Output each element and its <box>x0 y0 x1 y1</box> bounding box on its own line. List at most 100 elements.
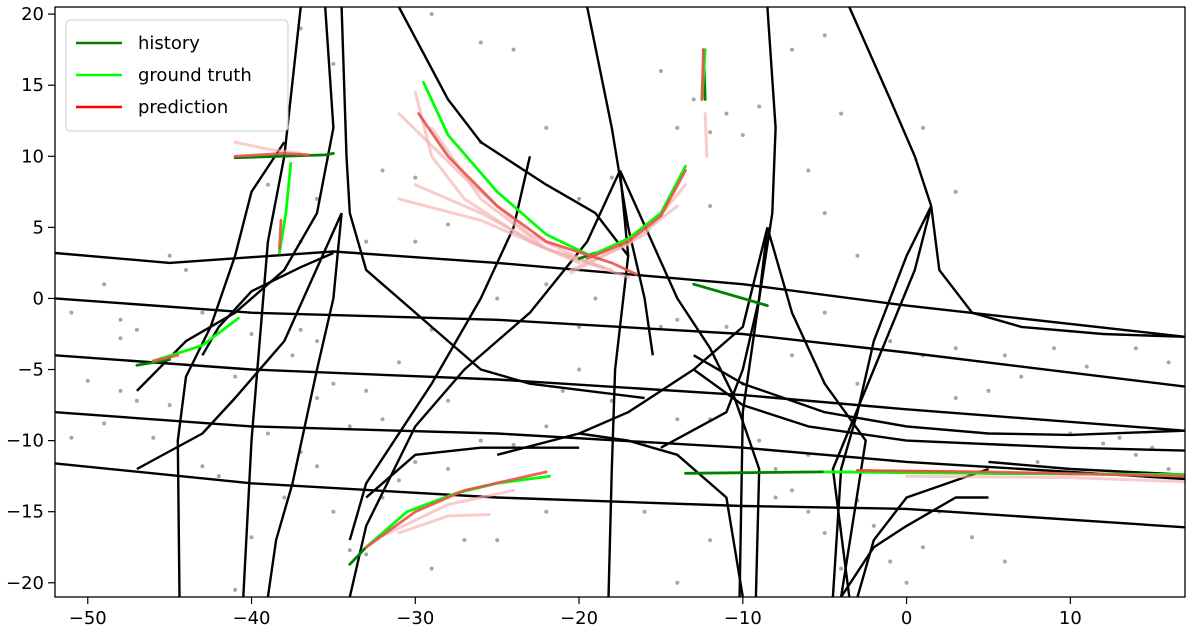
map-point <box>970 535 975 540</box>
map-point <box>282 495 287 500</box>
map-point <box>1133 452 1138 457</box>
lane-line <box>340 7 645 400</box>
map-point <box>806 509 811 514</box>
map-point <box>1051 346 1056 351</box>
map-point <box>888 559 893 564</box>
map-point <box>347 548 352 553</box>
x-tick-label: −10 <box>724 608 762 629</box>
legend-label: prediction <box>138 97 228 118</box>
legend: history ground truth prediction <box>65 19 289 132</box>
history-line <box>233 152 335 160</box>
map-point <box>233 587 238 592</box>
map-point <box>315 395 320 400</box>
map-point <box>822 33 827 38</box>
map-point <box>953 346 958 351</box>
legend-label: ground truth <box>138 65 252 86</box>
map-point <box>839 566 844 571</box>
lane-line <box>988 460 1185 476</box>
map-point <box>446 398 451 403</box>
map-point <box>249 331 254 336</box>
map-point <box>364 552 369 557</box>
map-point <box>740 132 745 137</box>
x-tick-label: 10 <box>1059 608 1082 629</box>
map-point <box>593 296 598 301</box>
map-point <box>118 388 123 393</box>
map-point <box>446 467 451 472</box>
map-point <box>757 438 762 443</box>
lane-line <box>55 462 1185 529</box>
map-point <box>102 282 107 287</box>
map-point <box>953 189 958 194</box>
map-point <box>1117 435 1122 440</box>
lane-line <box>848 7 933 207</box>
y-tick-label: −10 <box>6 431 44 452</box>
y-axis: 20 15 10 5 0 −5 −10 −15 −20 <box>6 4 55 594</box>
map-point <box>920 545 925 550</box>
y-tick-label: 5 <box>33 217 44 238</box>
lane-line <box>397 7 630 257</box>
map-point <box>315 339 320 344</box>
x-tick-label: 0 <box>901 608 912 629</box>
prediction-line <box>233 151 311 158</box>
legend-label: history <box>138 33 200 54</box>
map-point <box>446 222 451 227</box>
map-point <box>1166 467 1171 472</box>
map-point <box>658 68 663 73</box>
map-point <box>1035 459 1040 464</box>
prediction-alt-line <box>397 197 606 269</box>
prediction-line <box>856 469 1185 478</box>
lane-line <box>365 446 580 499</box>
map-point <box>134 398 139 403</box>
map-point <box>708 538 713 543</box>
map-point <box>855 381 860 386</box>
map-point <box>495 538 500 543</box>
lane-line <box>660 7 777 449</box>
lane-line <box>831 205 933 597</box>
history-line <box>135 358 171 367</box>
plot-layer <box>55 7 1185 597</box>
legend-box <box>65 19 289 132</box>
map-point <box>462 538 467 543</box>
map-point <box>290 353 295 358</box>
map-point <box>708 130 713 135</box>
ground-truth-line <box>589 164 687 258</box>
map-point <box>822 531 827 536</box>
map-point <box>331 509 336 514</box>
lane-line <box>840 496 989 597</box>
map-point <box>265 431 270 436</box>
map-point <box>85 378 90 383</box>
map-point <box>167 403 172 408</box>
map-point <box>806 168 811 173</box>
map-point <box>396 478 401 483</box>
map-point <box>675 580 680 585</box>
map-point <box>413 239 418 244</box>
prediction-alt-line <box>905 474 1185 484</box>
map-point <box>609 398 614 403</box>
map-point <box>1133 346 1138 351</box>
lane-line <box>692 368 1185 452</box>
map-point <box>396 360 401 365</box>
map-point <box>380 168 385 173</box>
map-point <box>789 353 794 358</box>
map-point <box>675 125 680 130</box>
map-point <box>315 196 320 201</box>
lane-line <box>348 156 532 541</box>
prediction-alt-line <box>703 112 709 158</box>
map-point <box>544 509 549 514</box>
lane-line <box>578 432 744 597</box>
map-point <box>429 12 434 17</box>
lane-line <box>586 7 654 356</box>
map-point <box>789 47 794 52</box>
map-point <box>544 125 549 130</box>
map-point <box>380 417 385 422</box>
map-point <box>920 125 925 130</box>
prediction-alt-line <box>233 140 303 155</box>
ground-truth-line <box>422 80 592 258</box>
lane-line <box>693 354 1185 437</box>
map-point <box>855 253 860 258</box>
lane-line <box>136 7 335 392</box>
map-point <box>577 324 582 329</box>
map-point <box>102 421 107 426</box>
lane-line <box>738 227 769 597</box>
